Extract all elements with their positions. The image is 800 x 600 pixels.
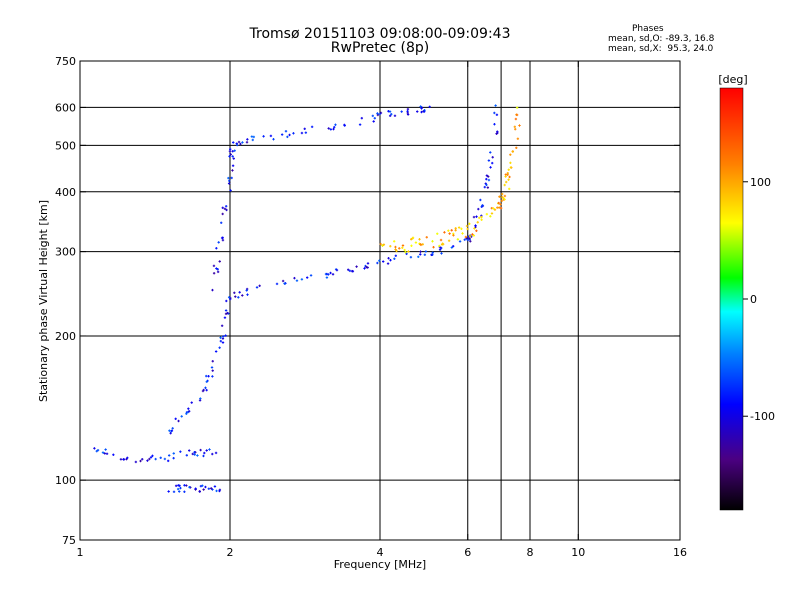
colorbar-ticks: 100 0 -100 bbox=[743, 176, 775, 423]
y-tick-label: 200 bbox=[55, 330, 76, 343]
y-tick-label: 400 bbox=[55, 186, 76, 199]
y-tick-label: 600 bbox=[55, 101, 76, 114]
colorbar-gradient bbox=[719, 87, 744, 511]
phase-stats-x: mean, sd,X: 95.3, 24.0 bbox=[608, 44, 714, 54]
colorbar-tick-label: -100 bbox=[750, 410, 775, 423]
y-axis-label: Stationary phase Virtual Height [km] bbox=[37, 200, 50, 402]
chart-title: Tromsø 20151103 09:08:00-09:09:43 bbox=[249, 26, 511, 42]
y-tick-label: 750 bbox=[55, 55, 76, 68]
x-tick-label: 10 bbox=[571, 546, 585, 559]
colorbar-label: [deg] bbox=[718, 73, 747, 86]
phase-colorbar: [deg] bbox=[718, 73, 748, 511]
echo-points bbox=[93, 104, 521, 493]
phase-stats-o: mean, sd,O: -89.3, 16.8 bbox=[608, 34, 715, 44]
chart-subtitle: RwPretec (8p) bbox=[330, 40, 430, 56]
y-tick-label: 300 bbox=[55, 246, 76, 259]
x-tick-label: 1 bbox=[77, 546, 84, 559]
colorbar-tick-label: 0 bbox=[750, 293, 757, 306]
x-tick-label: 4 bbox=[377, 546, 384, 559]
x-tick-label: 2 bbox=[227, 546, 234, 559]
x-tick-label: 8 bbox=[527, 546, 534, 559]
y-tick-label: 500 bbox=[55, 139, 76, 152]
x-tick-label: 6 bbox=[464, 546, 471, 559]
y-tick-label: 100 bbox=[55, 474, 76, 487]
x-axis-label: Frequency [MHz] bbox=[334, 558, 426, 571]
y-tick-label: 75 bbox=[62, 534, 76, 547]
phases-heading: Phases bbox=[632, 24, 664, 34]
axis-ticks: 1 2 4 6 8 10 16 75 100 200 300 400 500 600 750 bbox=[55, 55, 687, 559]
colorbar-tick-label: 100 bbox=[750, 176, 771, 189]
x-tick-label: 16 bbox=[673, 546, 687, 559]
grid-lines bbox=[80, 61, 680, 540]
